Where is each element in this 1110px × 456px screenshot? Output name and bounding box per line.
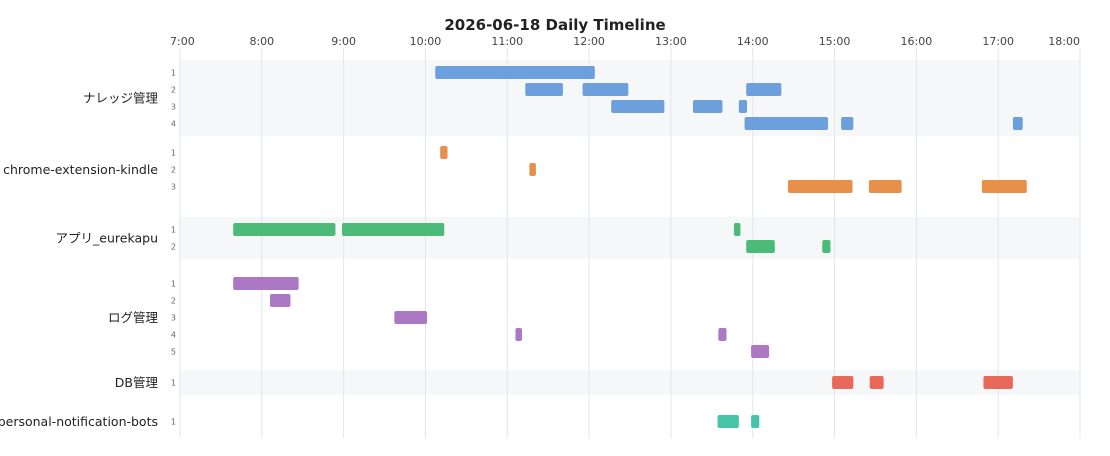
lane-label: 2 bbox=[171, 243, 176, 252]
project-label: personal-notification-bots bbox=[0, 414, 158, 429]
timeline-bar[interactable] bbox=[746, 83, 782, 96]
timeline-bar[interactable] bbox=[529, 163, 536, 176]
timeline-bar[interactable] bbox=[440, 146, 448, 159]
timeline-bar[interactable] bbox=[515, 328, 522, 341]
x-tick-label: 15:00 bbox=[819, 35, 851, 48]
timeline-bar[interactable] bbox=[394, 311, 428, 324]
timeline-bar[interactable] bbox=[746, 240, 775, 253]
project-label: DB管理 bbox=[115, 375, 159, 390]
timeline-bar[interactable] bbox=[693, 100, 723, 113]
timeline-bar[interactable] bbox=[981, 180, 1027, 193]
timeline-bar[interactable] bbox=[525, 83, 563, 96]
project-label: ログ管理 bbox=[108, 310, 159, 325]
project-label: ナレッジ管理 bbox=[83, 91, 159, 106]
timeline-bar[interactable] bbox=[869, 376, 884, 389]
chart-title: 2026-06-18 Daily Timeline bbox=[444, 16, 665, 34]
x-axis-ticks: 7:00 8:00 9:00 10:00 11:00 12:00 13:00 14:00 15:… bbox=[170, 35, 1080, 48]
lane-label: 1 bbox=[171, 418, 176, 427]
timeline-bars bbox=[233, 66, 1027, 428]
timeline-bar[interactable] bbox=[342, 223, 445, 236]
lane-label: 4 bbox=[171, 120, 176, 129]
x-tick-label: 12:00 bbox=[573, 35, 605, 48]
timeline-bar[interactable] bbox=[1012, 117, 1023, 130]
project-band bbox=[180, 370, 1080, 395]
x-tick-label: 14:00 bbox=[737, 35, 769, 48]
timeline-bar[interactable] bbox=[611, 100, 665, 113]
timeline-bar[interactable] bbox=[832, 376, 854, 389]
lane-label: 1 bbox=[171, 379, 176, 388]
timeline-bar[interactable] bbox=[841, 117, 854, 130]
timeline-bar[interactable] bbox=[717, 415, 739, 428]
timeline-bar[interactable] bbox=[868, 180, 902, 193]
timeline-bar[interactable] bbox=[751, 415, 760, 428]
project-label: chrome-extension-kindle bbox=[3, 162, 158, 177]
lane-label: 1 bbox=[171, 280, 176, 289]
lane-label: 3 bbox=[171, 103, 176, 112]
lane-label: 4 bbox=[171, 331, 176, 340]
timeline-bar[interactable] bbox=[733, 223, 741, 236]
lane-label: 1 bbox=[171, 226, 176, 235]
x-tick-label: 11:00 bbox=[491, 35, 523, 48]
lane-label: 3 bbox=[171, 183, 176, 192]
x-tick-label: 9:00 bbox=[331, 35, 356, 48]
timeline-bar[interactable] bbox=[787, 180, 853, 193]
lane-label: 3 bbox=[171, 314, 176, 323]
timeline-bar[interactable] bbox=[718, 328, 727, 341]
timeline-bar[interactable] bbox=[270, 294, 291, 307]
lane-label: 1 bbox=[171, 69, 176, 78]
x-tick-label: 18:00 bbox=[1048, 35, 1080, 48]
project-band bbox=[180, 60, 1080, 136]
x-tick-label: 13:00 bbox=[655, 35, 687, 48]
lane-label: 2 bbox=[171, 297, 176, 306]
lane-label: 5 bbox=[171, 348, 176, 357]
x-tick-label: 17:00 bbox=[982, 35, 1014, 48]
lane-label: 2 bbox=[171, 86, 176, 95]
timeline-bar[interactable] bbox=[983, 376, 1013, 389]
timeline-bar[interactable] bbox=[435, 66, 595, 79]
timeline-bar[interactable] bbox=[233, 223, 336, 236]
timeline-bar[interactable] bbox=[582, 83, 629, 96]
x-tick-label: 16:00 bbox=[901, 35, 933, 48]
project-labels: ナレッジ管理 1 2 3 4 chrome-extension-kindle 1 2 3 アプリ_… bbox=[0, 69, 176, 430]
lane-label: 1 bbox=[171, 149, 176, 158]
timeline-bar[interactable] bbox=[822, 240, 831, 253]
timeline-bar[interactable] bbox=[744, 117, 828, 130]
timeline-bar[interactable] bbox=[738, 100, 747, 113]
timeline-bar[interactable] bbox=[233, 277, 299, 290]
x-tick-label: 10:00 bbox=[410, 35, 442, 48]
timeline-bar[interactable] bbox=[751, 345, 770, 358]
x-tick-label: 8:00 bbox=[249, 35, 274, 48]
x-tick-label: 7:00 bbox=[170, 35, 195, 48]
lane-label: 2 bbox=[171, 166, 176, 175]
project-label: アプリ_eurekapu bbox=[56, 231, 158, 246]
